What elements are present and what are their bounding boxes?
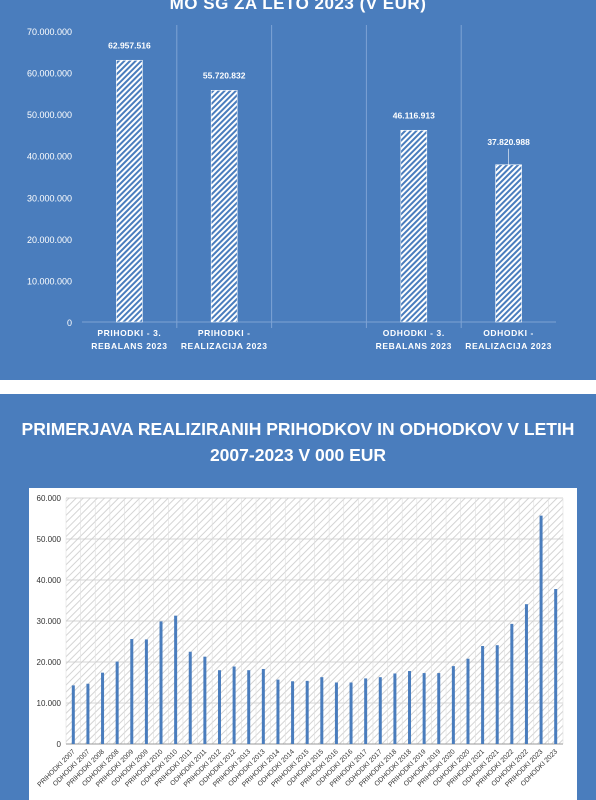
y-tick-label: 60.000 (37, 494, 62, 503)
bar (217, 670, 221, 744)
bar (495, 164, 522, 323)
bar (232, 666, 236, 744)
data-label: 55.720.832 (203, 70, 246, 80)
bar (115, 661, 119, 744)
bar (291, 681, 295, 744)
chart-panel-comparison: PRIMERJAVA REALIZIRANIH PRIHODKOV IN ODH… (0, 394, 596, 800)
y-tick-label: 30.000 (37, 617, 62, 626)
bar (71, 685, 75, 744)
y-tick-label: 0 (67, 318, 72, 328)
chart-panel-rebalans: MO SG ZA LETO 2023 (V EUR) 0 10.000.000 20… (0, 0, 596, 380)
bar (378, 677, 382, 744)
y-tick-label: 60.000.000 (27, 69, 72, 79)
bar (422, 673, 426, 744)
bar (305, 680, 309, 744)
x-tick-label: REBALANS 2023 (91, 341, 167, 351)
y-tick-label: 10.000.000 (27, 276, 72, 286)
y-tick-label: 40.000.000 (27, 152, 72, 162)
bar (524, 604, 528, 744)
bar (320, 677, 324, 744)
bar (539, 515, 543, 744)
x-tick-label: ODHODKI - 3. (383, 328, 445, 338)
bar (481, 646, 485, 744)
chart-area: 0 10.000 20.000 30.000 40.000 50.000 60.000 PRI… (29, 488, 577, 800)
bar (188, 651, 192, 744)
bar-chart-rebalans: 0 10.000.000 20.000.000 30.000.000 40.000.00… (27, 25, 556, 351)
y-tick-label: 70.000.000 (27, 27, 72, 37)
bar (86, 683, 90, 744)
bar (495, 645, 499, 744)
bar (261, 668, 265, 744)
bar (101, 672, 105, 744)
bar (400, 129, 428, 323)
x-tick-label: PRIHODKI - (198, 328, 251, 338)
bar (159, 621, 163, 744)
bar (334, 682, 338, 744)
x-tick-label: REALIZACIJA 2023 (465, 341, 552, 351)
x-tick-label: ODHODKI - (483, 328, 534, 338)
y-tick-label: 50.000.000 (27, 110, 72, 120)
bar-chart-comparison: 010.00020.00030.00040.00050.00060.000PRI… (37, 494, 564, 789)
bar (144, 639, 148, 744)
x-tick-label: REBALANS 2023 (376, 341, 452, 351)
chart-title: PRIMERJAVA REALIZIRANIH PRIHODKOV IN ODH… (21, 419, 575, 465)
bar (510, 623, 514, 744)
bar (210, 90, 238, 323)
x-tick-label: PRIHODKI - 3. (97, 328, 161, 338)
y-tick-label: 20.000.000 (27, 235, 72, 245)
bar (247, 670, 251, 744)
bar (116, 59, 143, 323)
bar (554, 589, 558, 744)
bar (364, 678, 368, 744)
y-tick-label: 40.000 (37, 576, 62, 585)
bar (393, 673, 397, 744)
y-tick-label: 0 (57, 740, 62, 749)
y-tick-label: 50.000 (37, 535, 62, 544)
bar (466, 658, 470, 744)
chart-title: MO SG ZA LETO 2023 (V EUR) (169, 0, 427, 13)
y-tick-label: 10.000 (37, 699, 62, 708)
bar (130, 639, 134, 744)
bar (451, 666, 455, 744)
bar (437, 673, 441, 744)
bar (174, 615, 178, 744)
y-tick-label: 20.000 (37, 658, 62, 667)
data-label: 62.957.516 (108, 40, 151, 50)
bar (276, 679, 280, 744)
bar (408, 671, 412, 744)
x-tick-label: REALIZACIJA 2023 (181, 341, 268, 351)
data-label: 37.820.988 (487, 137, 530, 147)
bar (349, 682, 353, 744)
y-tick-label: 30.000.000 (27, 193, 72, 203)
bar (203, 656, 207, 744)
data-label: 46.116.913 (393, 110, 435, 120)
